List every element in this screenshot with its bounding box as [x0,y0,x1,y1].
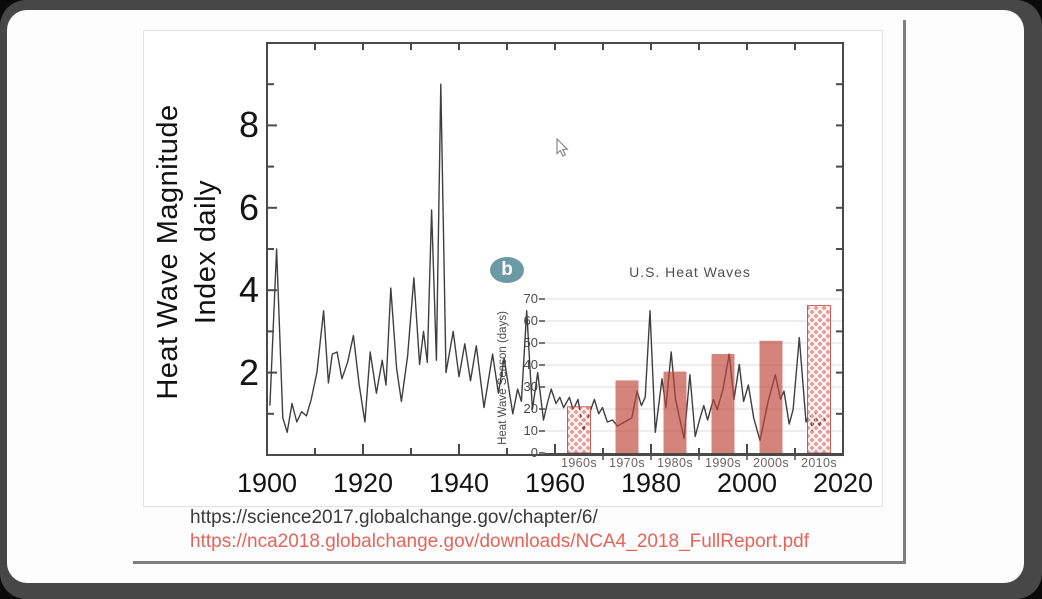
main-x-tick-label: 2000 [716,468,778,498]
inset-y-tick-label: 70 [523,291,538,306]
main-x-tick-label: 1920 [332,468,394,498]
inset-y-tick-label: 50 [523,335,538,350]
inset-x-tick-label: 1970s [608,456,646,470]
inset-x-tick-label: 1960s [560,456,598,470]
main-y-tick-label: 8 [238,104,259,146]
main-y-tick-label: 4 [238,269,259,311]
inset-x-tick-label: 1980s [656,456,694,470]
inset-chart-title: U.S. Heat Waves [629,264,751,280]
inset-y-tick-label: 40 [523,357,538,372]
main-x-tick-label: 1960 [524,468,586,498]
cursor-arrow-icon [556,137,569,157]
inset-y-tick-label: 10 [523,423,538,438]
mouse-cursor [556,137,570,163]
slide-shadow-bottom [133,561,906,564]
inset-y-tick-label: 20 [523,401,538,416]
inset-y-tick-label: 60 [523,313,538,328]
main-x-tick-label: 2020 [812,468,874,498]
main-y-tick-label: 2 [238,351,259,393]
main-y-axis-title-line1: Heat Wave Magnitude [152,104,184,400]
link-nca2018[interactable]: https://nca2018.globalchange.gov/downloa… [190,531,809,552]
inset-x-tick-label: 2000s [752,456,790,470]
panel-b-badge-letter: b [501,259,513,280]
main-x-tick-label: 1940 [428,468,490,498]
inset-x-tick-label: 2010s [800,456,838,470]
link-science2017[interactable]: https://science2017.globalchange.gov/cha… [190,507,598,528]
inset-x-tick-label: 1990s [704,456,742,470]
main-x-tick-label: 1900 [236,468,298,498]
slide-shadow-right [903,20,906,563]
inset-y-tick-label: 0 [530,445,538,460]
source-links: https://science2017.globalchange.gov/cha… [190,506,809,554]
panel-b-badge: b [490,257,524,283]
main-y-tick-label: 6 [238,186,259,228]
main-x-tick-label: 1980 [620,468,682,498]
inset-y-tick-label: 30 [523,379,538,394]
